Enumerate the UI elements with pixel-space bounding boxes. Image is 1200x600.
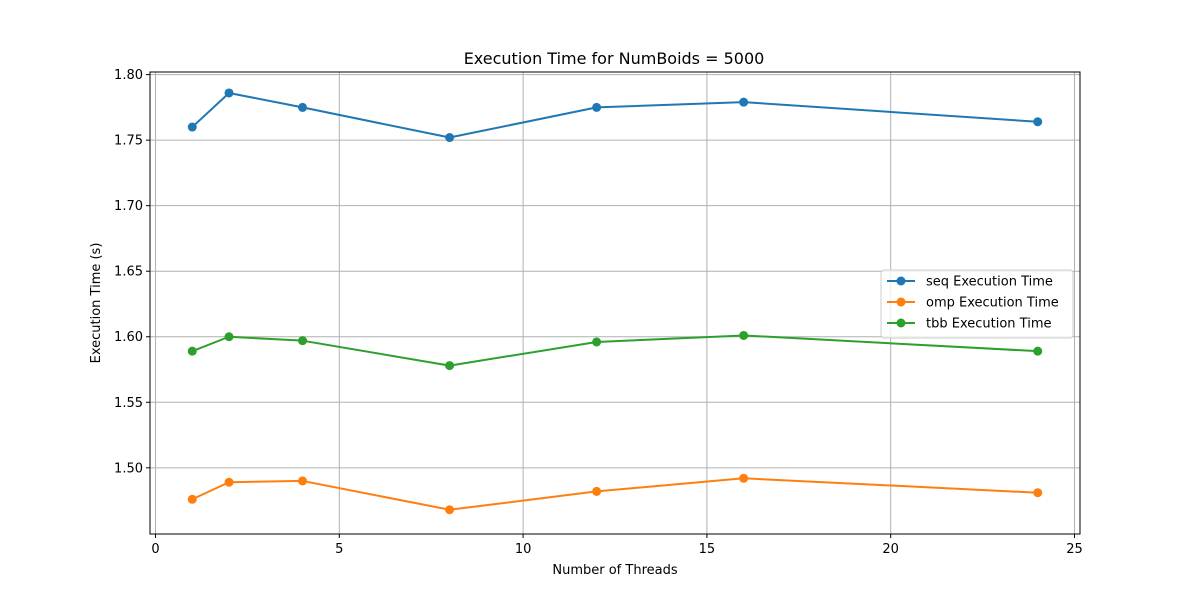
x-tick-label: 5 bbox=[335, 542, 343, 557]
legend-marker-swatch bbox=[896, 276, 906, 286]
legend-entry: tbb Execution Time bbox=[887, 317, 1051, 332]
y-tick-label: 1.60 bbox=[114, 330, 143, 345]
data-point bbox=[592, 486, 602, 496]
data-point bbox=[1033, 488, 1043, 498]
x-tick-label: 25 bbox=[1066, 542, 1083, 557]
data-point bbox=[187, 346, 197, 356]
chart-title: Execution Time for NumBoids = 5000 bbox=[464, 49, 765, 68]
legend-label: tbb Execution Time bbox=[926, 317, 1051, 332]
grid bbox=[150, 72, 1080, 534]
series-1 bbox=[187, 473, 1043, 515]
x-axis-label: Number of Threads bbox=[552, 563, 677, 578]
x-tick-label: 10 bbox=[515, 542, 532, 557]
series-layer bbox=[187, 88, 1043, 515]
legend-label: seq Execution Time bbox=[926, 275, 1053, 290]
x-tick-label: 20 bbox=[882, 542, 899, 557]
x-tick-label: 15 bbox=[699, 542, 716, 557]
y-axis-label: Execution Time (s) bbox=[89, 243, 104, 364]
data-point bbox=[1033, 346, 1043, 356]
y-tick-label: 1.75 bbox=[114, 134, 143, 149]
data-point bbox=[445, 361, 455, 371]
data-point bbox=[445, 133, 455, 143]
x-tick-label: 0 bbox=[151, 542, 159, 557]
data-point bbox=[298, 476, 308, 486]
data-point bbox=[592, 337, 602, 347]
series-0 bbox=[187, 88, 1043, 143]
y-tick-label: 1.65 bbox=[114, 265, 143, 280]
y-tick-label: 1.80 bbox=[114, 68, 143, 83]
legend: seq Execution Time omp Execution Time tbb … bbox=[880, 269, 1074, 339]
data-point bbox=[739, 330, 749, 340]
y-tick-label: 1.55 bbox=[114, 396, 143, 411]
data-point bbox=[187, 122, 197, 132]
data-point bbox=[224, 477, 234, 487]
legend-box bbox=[880, 269, 1074, 339]
data-point bbox=[739, 97, 749, 107]
data-point bbox=[187, 494, 197, 504]
legend-label: omp Execution Time bbox=[926, 296, 1059, 311]
data-point bbox=[298, 336, 308, 346]
legend-marker-swatch bbox=[896, 318, 906, 328]
plot-frame bbox=[149, 71, 1081, 535]
y-tick-label: 1.70 bbox=[114, 199, 143, 214]
series-2 bbox=[187, 330, 1043, 371]
legend-entry: seq Execution Time bbox=[887, 275, 1053, 290]
ticks: 0 5 10 15 20 25 1.50 1.55 1.60 1.65 1.70 1.75 1.80 bbox=[114, 68, 1083, 557]
data-point bbox=[445, 505, 455, 515]
legend-items: seq Execution Time omp Execution Time tbb … bbox=[887, 275, 1059, 332]
data-point bbox=[224, 332, 234, 342]
data-point bbox=[592, 102, 602, 112]
y-tick-label: 1.50 bbox=[114, 461, 143, 476]
data-point bbox=[224, 88, 234, 98]
data-point bbox=[739, 473, 749, 483]
legend-entry: omp Execution Time bbox=[887, 296, 1059, 311]
data-point bbox=[298, 102, 308, 112]
data-point bbox=[1033, 117, 1043, 127]
legend-marker-swatch bbox=[896, 297, 906, 307]
